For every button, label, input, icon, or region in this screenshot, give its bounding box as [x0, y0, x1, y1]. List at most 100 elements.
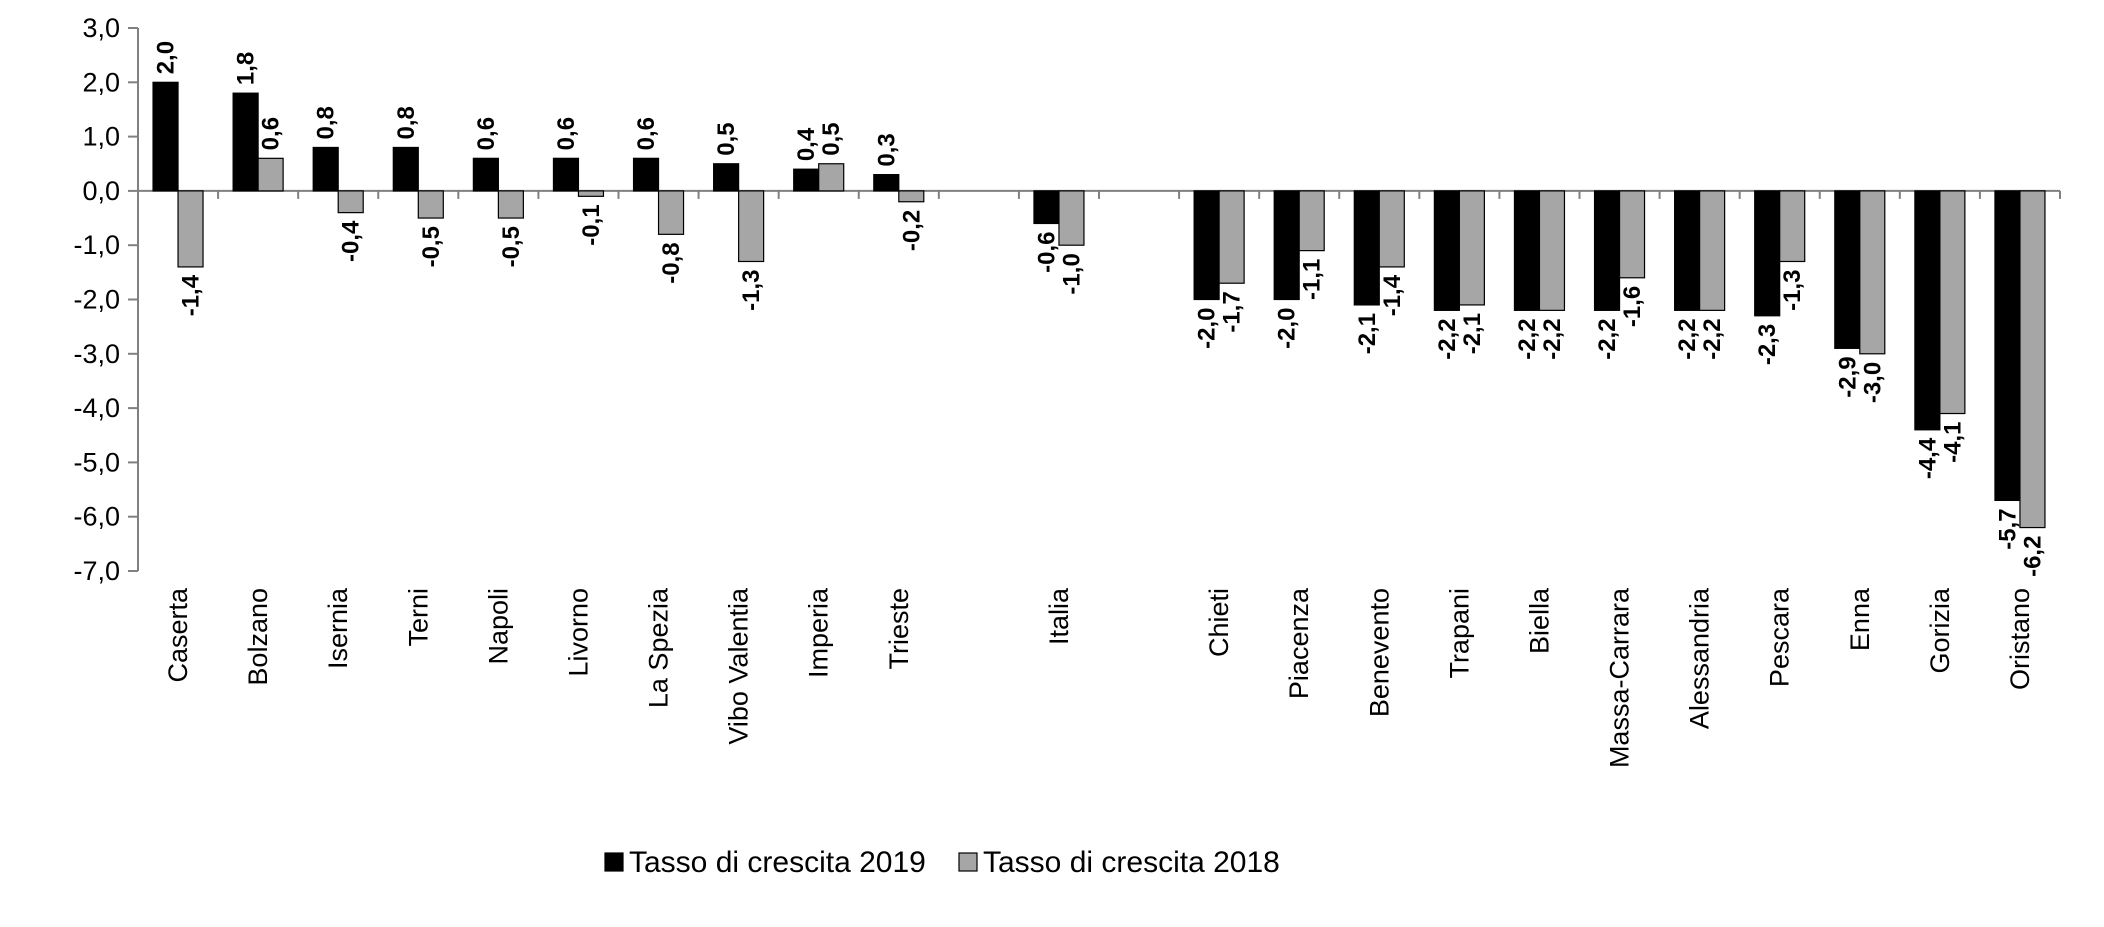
- y-tick-label: -2,0: [73, 285, 120, 315]
- bar-2019: [1994, 190, 2021, 502]
- data-label-2019: 2,0: [153, 41, 180, 74]
- legend-label: Tasso di crescita 2018: [983, 846, 1280, 879]
- data-label-2019: 0,3: [873, 133, 900, 166]
- category-label: Gorizia: [1925, 587, 1955, 674]
- bar-2019: [472, 157, 499, 192]
- bar-2018: [337, 190, 364, 214]
- data-label-2019: 1,8: [233, 52, 260, 85]
- bar-2018: [1939, 190, 1966, 415]
- y-tick-label: -7,0: [73, 556, 120, 586]
- data-label-2018: -0,8: [658, 242, 685, 283]
- data-label-2018: -0,1: [578, 204, 605, 245]
- bar-2019: [1513, 190, 1541, 311]
- bar-2019: [1033, 190, 1060, 225]
- data-label-2018: -1,4: [1379, 274, 1406, 316]
- data-label-2019: 0,8: [313, 106, 340, 139]
- category-label: Terni: [403, 588, 433, 647]
- bar-2018: [577, 190, 605, 197]
- bar-2018: [1779, 190, 1806, 263]
- data-label-2018: -1,3: [738, 269, 765, 310]
- data-label-2019: 0,4: [793, 127, 820, 161]
- data-label-2019: -2,2: [1674, 318, 1701, 359]
- data-label-2019: -2,9: [1834, 356, 1861, 397]
- data-label-2018: -6,2: [2019, 536, 2046, 577]
- y-tick-label: 1,0: [82, 122, 120, 152]
- data-label-2018: -1,3: [1779, 269, 1806, 310]
- bar-2019: [1593, 190, 1621, 311]
- bar-2019: [552, 157, 580, 192]
- data-label-2019: -2,3: [1754, 324, 1781, 365]
- category-label: Livorno: [563, 588, 593, 677]
- y-axis: 3,0 2,0 1,0 0,0 -1,0 -2,0 -3,0 -4,0 -5,0 -6,0 -7,0: [73, 13, 139, 586]
- data-label-2019: -5,7: [1994, 508, 2021, 549]
- bar-2018: [898, 190, 925, 203]
- data-label-2019: -2,0: [1274, 308, 1301, 349]
- y-tick-label: -4,0: [73, 393, 120, 423]
- bar-2018: [818, 163, 845, 192]
- bar-2019: [793, 168, 820, 192]
- data-label-2019: -2,2: [1434, 318, 1461, 359]
- data-label-2018: 0,6: [258, 117, 285, 150]
- bar-2019: [1193, 190, 1220, 301]
- y-tick-label: 3,0: [82, 13, 120, 43]
- data-label-2018: -0,4: [338, 220, 365, 262]
- bar-2018: [1218, 190, 1245, 284]
- data-label-2019: 0,5: [713, 122, 740, 155]
- data-label-2019: 0,6: [553, 117, 580, 150]
- category-label: Enna: [1845, 587, 1875, 651]
- category-label: La Spezia: [644, 587, 674, 708]
- bar-2018: [657, 190, 685, 235]
- data-label-2018: -2,2: [1699, 318, 1726, 359]
- legend-label: Tasso di crescita 2019: [629, 846, 926, 879]
- bar-2018: [417, 190, 444, 219]
- y-tick-label: -1,0: [73, 230, 120, 260]
- category-label: Chieti: [1204, 588, 1234, 657]
- category-label: Bolzano: [243, 588, 273, 686]
- bar-2018: [1859, 190, 1886, 355]
- data-label-2018: -0,5: [418, 226, 445, 267]
- data-label-2019: 0,8: [393, 106, 420, 139]
- bar-2018: [1538, 190, 1566, 311]
- bars: [152, 81, 2046, 529]
- data-label-2019: 0,6: [633, 117, 660, 150]
- data-label-2019: -2,1: [1354, 313, 1381, 354]
- category-label: Trapani: [1444, 588, 1474, 679]
- category-label: Italia: [1044, 587, 1074, 645]
- data-label-2018: -1,6: [1619, 286, 1646, 327]
- category-label: Piacenza: [1284, 587, 1314, 699]
- legend-swatch: [958, 852, 978, 872]
- bar-2018: [1058, 190, 1085, 246]
- legend-swatch: [604, 852, 624, 872]
- bar-2018: [1298, 190, 1325, 252]
- category-label: Napoli: [483, 588, 513, 665]
- y-tick-label: -5,0: [73, 447, 120, 477]
- data-label-2018: -1,4: [178, 274, 205, 316]
- data-label-2019: -2,2: [1594, 318, 1621, 359]
- bar-2018: [257, 157, 284, 192]
- bar-2019: [873, 174, 900, 192]
- bar-2018: [177, 190, 204, 268]
- category-label: Isernia: [323, 587, 353, 669]
- bar-2019: [1674, 190, 1701, 311]
- category-label: Trieste: [884, 588, 914, 670]
- y-tick-label: 2,0: [82, 67, 120, 97]
- data-label-2018: -3,0: [1859, 362, 1886, 403]
- bar-2019: [1834, 190, 1861, 349]
- category-label: Oristano: [2005, 588, 2035, 690]
- data-label-2018: -1,7: [1219, 291, 1246, 332]
- data-label-2018: -1,0: [1058, 253, 1085, 294]
- x-axis: [137, 189, 2061, 199]
- bar-2019: [632, 157, 660, 192]
- bar-2019: [1754, 190, 1781, 317]
- bar-2018: [497, 190, 524, 219]
- bar-2018: [1699, 190, 1726, 311]
- category-label: Imperia: [804, 587, 834, 678]
- data-label-2018: -1,1: [1299, 259, 1326, 300]
- data-label-2019: -4,4: [1914, 437, 1941, 479]
- category-labels: Caserta Bolzano Isernia Terni Napoli Livorno L…: [163, 587, 2035, 768]
- y-tick-label: 0,0: [82, 176, 120, 206]
- data-label-2019: -2,2: [1514, 318, 1541, 359]
- bar-2019: [392, 146, 419, 192]
